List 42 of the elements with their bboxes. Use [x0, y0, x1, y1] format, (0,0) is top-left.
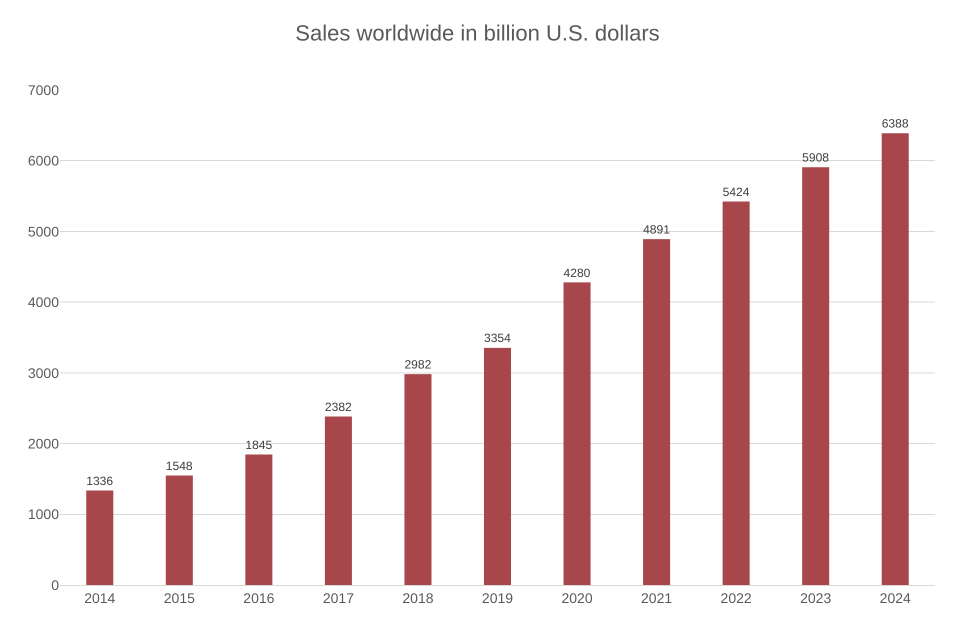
bar — [324, 416, 352, 585]
y-tick-label: 4000 — [28, 294, 60, 310]
y-tick-label: 3000 — [28, 364, 60, 381]
x-tick-label: 2016 — [243, 590, 275, 606]
chart-title: Sales worldwide in billion U.S. dollars — [295, 20, 660, 46]
y-tick-label: 6000 — [28, 152, 60, 169]
data-label: 5908 — [802, 150, 830, 165]
x-tick-label: 2018 — [402, 590, 434, 606]
bar — [404, 374, 432, 585]
y-tick-label: 1000 — [28, 506, 60, 522]
bar — [643, 239, 670, 585]
data-label: 1336 — [86, 474, 114, 488]
data-label: 1845 — [245, 438, 272, 452]
data-label: 2982 — [404, 358, 432, 372]
x-tick-label: 2017 — [322, 590, 354, 606]
x-tick-label: 2022 — [720, 590, 752, 606]
bar — [802, 167, 830, 585]
y-tick-label: 7000 — [28, 82, 60, 98]
data-label: 4891 — [643, 222, 670, 237]
x-tick-label: 2019 — [482, 590, 514, 606]
data-label: 1548 — [166, 458, 193, 473]
bar — [484, 348, 512, 585]
x-tick-label: 2020 — [561, 590, 593, 606]
data-label: 2382 — [324, 400, 352, 414]
x-tick-label: 2021 — [641, 590, 672, 606]
bar — [245, 454, 272, 585]
data-label: 6388 — [882, 116, 909, 131]
bar — [166, 476, 193, 585]
data-label: 3354 — [484, 331, 512, 346]
x-tick-label: 2023 — [800, 590, 832, 606]
bar — [564, 282, 591, 585]
bar — [882, 133, 909, 585]
y-tick-label: 5000 — [28, 223, 60, 240]
x-tick-label: 2015 — [164, 590, 196, 606]
bar — [86, 490, 114, 585]
bar — [722, 201, 750, 585]
x-tick-label: 2014 — [84, 590, 116, 606]
y-tick-label: 0 — [51, 576, 60, 593]
y-tick-label: 2000 — [28, 435, 60, 452]
data-label: 5424 — [722, 184, 750, 199]
x-tick-label: 2024 — [880, 590, 912, 606]
data-label: 4280 — [564, 266, 591, 280]
